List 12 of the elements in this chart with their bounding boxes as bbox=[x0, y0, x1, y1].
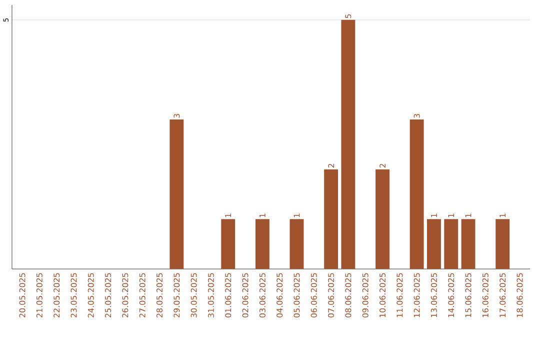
bar bbox=[410, 120, 424, 270]
bar bbox=[170, 120, 184, 270]
bar bbox=[444, 219, 458, 270]
bar bbox=[496, 219, 510, 270]
bar bbox=[290, 219, 304, 270]
bar bbox=[461, 219, 476, 270]
bar bbox=[324, 170, 338, 270]
bar bbox=[255, 219, 270, 270]
bar bbox=[427, 219, 441, 270]
bar bbox=[376, 170, 390, 270]
bar bbox=[221, 219, 236, 270]
bar bbox=[341, 20, 356, 270]
